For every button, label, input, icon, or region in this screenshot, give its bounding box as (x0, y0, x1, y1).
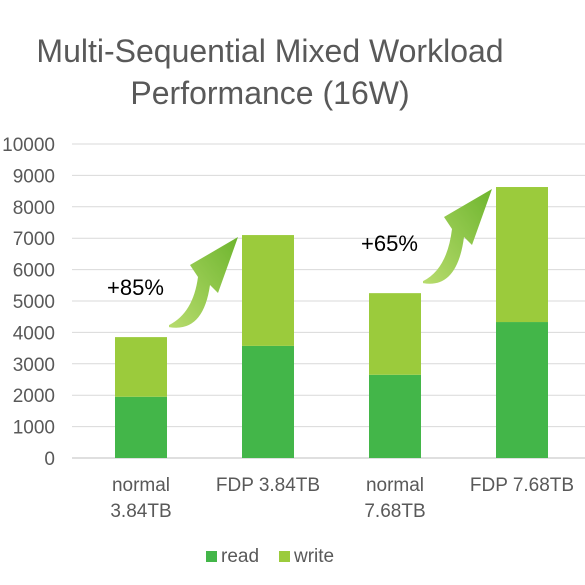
bar-read (242, 345, 294, 458)
y-tick-label: 6000 (13, 261, 55, 282)
y-tick-label: 5000 (13, 292, 55, 313)
y-tick-label: 2000 (13, 386, 55, 407)
y-tick-label: 10000 (2, 135, 55, 156)
y-tick-label: 0 (44, 449, 55, 470)
growth-arrow (423, 189, 492, 284)
chart-title: Multi-Sequential Mixed Workload Performan… (36, 33, 503, 111)
x-category-label: 3.84TB (110, 501, 171, 522)
bars (115, 187, 548, 458)
y-tick-label: 4000 (13, 323, 55, 344)
x-category-label: FDP 3.84TB (216, 475, 320, 496)
y-tick-label: 8000 (13, 198, 55, 219)
legend-swatch-read (206, 551, 217, 562)
bar-read (496, 322, 548, 458)
bar-read (369, 374, 421, 458)
y-tick-label: 9000 (13, 166, 55, 187)
annotations: +85% +65% (107, 189, 492, 328)
x-category-label: normal (366, 475, 424, 496)
y-tick-label: 3000 (13, 355, 55, 376)
y-axis-ticks: 0 1000 2000 3000 4000 5000 6000 7000 8000 9000 100… (2, 135, 55, 470)
bar-write (369, 293, 421, 375)
growth-annotation: +65% (361, 231, 418, 256)
chart-title-line: Performance (16W) (130, 75, 409, 111)
bar-write (496, 187, 548, 323)
y-tick-label: 7000 (13, 229, 55, 250)
x-category-label: normal (112, 475, 170, 496)
legend-swatch-write (279, 551, 290, 562)
legend-label-read: read (221, 546, 259, 567)
bar-read (115, 396, 167, 458)
x-category-label: 7.68TB (364, 501, 425, 522)
x-axis-categories: normal 3.84TB FDP 3.84TB normal 7.68TB FDP 7.… (110, 475, 574, 522)
growth-arrow (169, 237, 238, 328)
x-category-label: FDP 7.68TB (470, 475, 574, 496)
bar-write (115, 337, 167, 397)
chart-title-line: Multi-Sequential Mixed Workload (36, 33, 503, 69)
legend: read write (206, 546, 334, 567)
bar-write (242, 235, 294, 346)
growth-annotation: +85% (107, 275, 164, 300)
legend-label-write: write (293, 546, 334, 567)
y-tick-label: 1000 (13, 418, 55, 439)
